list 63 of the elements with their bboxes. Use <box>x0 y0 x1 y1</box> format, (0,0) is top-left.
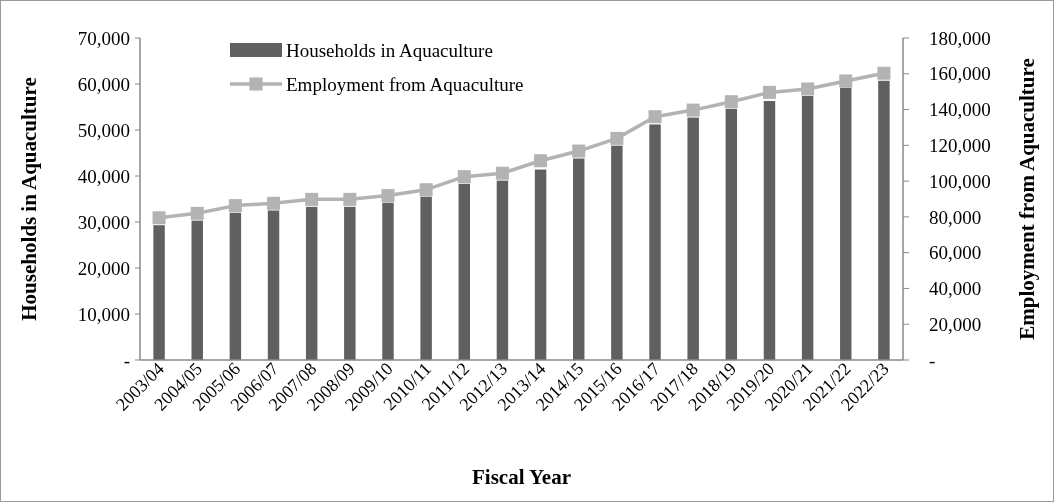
point <box>457 170 471 184</box>
bar <box>687 117 699 360</box>
bar <box>725 108 738 360</box>
point <box>343 192 357 206</box>
point <box>419 183 433 197</box>
y2-tick-label: 180,000 <box>929 27 991 49</box>
bar <box>496 180 509 360</box>
y-tick-label: 40,000 <box>77 165 130 187</box>
y-tick-label: 30,000 <box>77 211 130 233</box>
bar <box>305 206 318 360</box>
y2-tick-label: 60,000 <box>929 242 982 264</box>
point <box>495 166 509 180</box>
bar <box>191 220 203 360</box>
point <box>305 192 319 206</box>
bar <box>878 80 890 360</box>
bar <box>382 202 394 360</box>
y-tick-label: 20,000 <box>77 257 130 279</box>
bar <box>344 206 356 360</box>
x-axis-title: Fiscal Year <box>472 465 571 489</box>
y2-tick-label: 140,000 <box>929 99 991 121</box>
y2-tick-label: 80,000 <box>929 206 982 228</box>
y2-tick-label: 40,000 <box>929 278 982 300</box>
bar <box>267 210 280 360</box>
point <box>152 211 166 225</box>
legend-label: Employment from Aquaculture <box>286 73 524 95</box>
y2-axis-title: Employment from Aquaculture <box>1015 58 1039 340</box>
y-tick-label: 10,000 <box>77 303 130 325</box>
y2-tick-label: 20,000 <box>929 313 982 335</box>
y-tick-label: 70,000 <box>77 27 130 49</box>
point <box>686 103 700 117</box>
bar <box>649 124 661 360</box>
bar <box>420 196 432 360</box>
bar <box>458 183 470 360</box>
legend-label: Households in Aquaculture <box>286 39 493 61</box>
point <box>572 144 586 158</box>
bar <box>611 145 623 360</box>
point <box>877 66 891 80</box>
y2-tick-label: - <box>929 349 936 371</box>
point <box>648 110 662 124</box>
point <box>724 95 738 109</box>
y-axis-title: Households in Aquaculture <box>17 77 41 321</box>
bar <box>229 212 242 360</box>
bar <box>801 95 814 360</box>
point <box>228 199 242 213</box>
y2-tick-label: 100,000 <box>929 170 991 192</box>
y-tick-label: - <box>123 349 130 371</box>
point <box>190 206 204 220</box>
point <box>762 85 776 99</box>
y2-tick-label: 120,000 <box>929 134 991 156</box>
point <box>610 131 624 145</box>
point <box>534 154 548 168</box>
y-tick-label: 60,000 <box>77 73 130 95</box>
bar <box>840 87 852 360</box>
point <box>381 189 395 203</box>
point <box>267 196 281 210</box>
point <box>839 74 853 88</box>
bar <box>153 225 165 360</box>
bar <box>534 169 547 360</box>
y-tick-label: 50,000 <box>77 119 130 141</box>
bar <box>763 101 776 360</box>
point <box>801 82 815 96</box>
bar <box>573 158 585 360</box>
y2-tick-label: 160,000 <box>929 63 991 85</box>
